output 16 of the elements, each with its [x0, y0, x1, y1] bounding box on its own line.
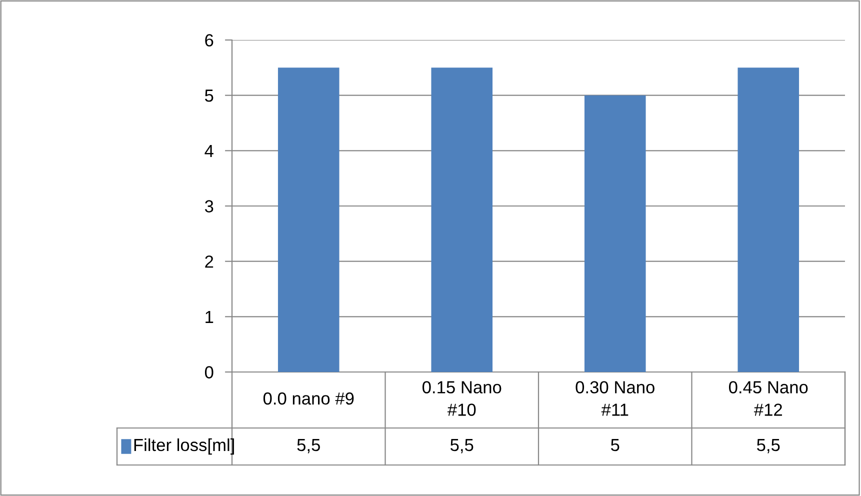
y-tick-label: 1 [206, 311, 214, 323]
x-tick-label: 0.0 nano #9 [263, 392, 354, 405]
data-label: 5 [610, 439, 620, 452]
data-label: 5,5 [450, 439, 474, 454]
y-tick-label: 0 [204, 366, 214, 378]
y-tick-label: 5 [204, 90, 214, 102]
y-tick-label: 4 [204, 145, 214, 157]
data-label: 5,5 [757, 439, 780, 454]
y-tick-label: 6 [205, 34, 214, 46]
data-label: 5,5 [297, 439, 320, 454]
x-tick-label: 0.30 Nano #11 [576, 381, 654, 416]
legend-label: Filter loss[ml] [134, 438, 234, 455]
y-tick-label: 2 [205, 256, 214, 268]
y-tick-label: 3 [204, 200, 214, 212]
x-tick-label: 0.15 Nano #10 [422, 381, 502, 416]
x-tick-label: 0.45 Nano #12 [729, 381, 808, 416]
